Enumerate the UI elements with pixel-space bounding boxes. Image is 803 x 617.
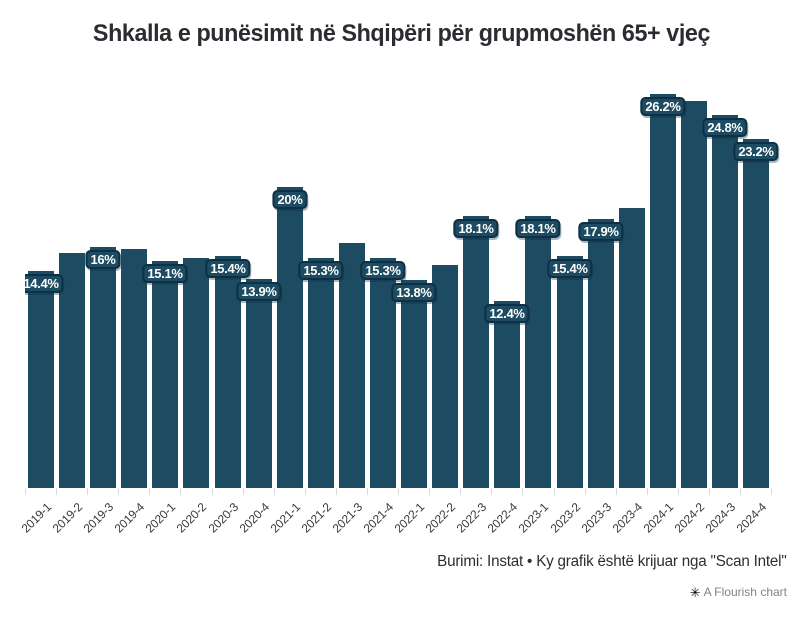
axis-tick — [149, 488, 150, 495]
bar-value-label: 15.1% — [142, 264, 188, 283]
bar-value-label: 14.4% — [25, 274, 64, 293]
axis-tick — [118, 488, 119, 495]
axis-tick — [678, 488, 679, 495]
bar[interactable]: 12.4% — [484, 301, 530, 488]
axis-tick — [336, 488, 337, 495]
bar-value-label: 18.1% — [453, 219, 499, 238]
axis-tick — [771, 488, 772, 495]
bar-value-label: 24.8% — [702, 118, 748, 137]
bar-value-label: 13.9% — [236, 282, 282, 301]
bar-value-label: 16% — [85, 250, 121, 269]
bar[interactable]: 13.8% — [391, 280, 437, 488]
bar[interactable]: 15.1% — [142, 261, 188, 488]
axis-tick — [87, 488, 88, 495]
bar[interactable] — [59, 253, 85, 488]
axis-tick — [398, 488, 399, 495]
bar-value-label: 17.9% — [578, 222, 624, 241]
source-note: Burimi: Instat • Ky grafik është krijuar… — [437, 553, 788, 570]
bar[interactable]: 18.1% — [453, 216, 499, 488]
x-axis: 2019-1 2019-2 2019-3 2019-4 2020-1 2020-2 2020… — [18, 488, 781, 548]
axis-tick — [180, 488, 181, 495]
bar-value-label: 12.4% — [484, 304, 530, 323]
bar[interactable] — [432, 265, 458, 488]
axis-tick — [709, 488, 710, 495]
bar[interactable]: 23.2% — [733, 139, 779, 488]
axis-tick — [429, 488, 430, 495]
bar[interactable] — [681, 101, 707, 488]
bar[interactable]: 14.4% — [25, 271, 64, 488]
axis-tick — [305, 488, 306, 495]
bar[interactable] — [619, 208, 645, 488]
bar[interactable]: 20% — [272, 187, 308, 488]
flourish-logo-icon: ✳ — [689, 584, 701, 600]
bar-value-label: 26.2% — [640, 97, 686, 116]
bar[interactable] — [121, 249, 147, 488]
bar-value-label: 15.4% — [205, 259, 251, 278]
bar[interactable]: 15.4% — [547, 256, 593, 488]
bar-value-label: 15.3% — [298, 261, 344, 280]
bar[interactable]: 15.3% — [298, 258, 344, 488]
bar[interactable]: 13.9% — [236, 279, 282, 488]
bar-value-label: 15.4% — [547, 259, 593, 278]
bar-value-label: 23.2% — [733, 142, 779, 161]
axis-tick — [367, 488, 368, 495]
bar-value-label: 20% — [272, 190, 308, 209]
bar[interactable]: 24.8% — [702, 115, 748, 488]
bar-value-label: 15.3% — [360, 261, 406, 280]
bar[interactable]: 26.2% — [640, 94, 686, 488]
flourish-credit-label: A Flourish chart — [703, 585, 787, 599]
axis-tick — [522, 488, 523, 495]
bar[interactable] — [339, 243, 365, 488]
axis-tick — [274, 488, 275, 495]
axis-tick — [616, 488, 617, 495]
axis-tick — [740, 488, 741, 495]
axis-tick — [25, 488, 26, 495]
axis-tick — [460, 488, 461, 495]
axis-tick — [647, 488, 648, 495]
plot-area: 14.4% 16% 15.1% 15.4% 13.9% 20% 15.3% 15.3% 13.8… — [25, 85, 781, 488]
axis-tick — [491, 488, 492, 495]
axis-tick — [212, 488, 213, 495]
bar[interactable]: 17.9% — [578, 219, 624, 488]
axis-tick — [243, 488, 244, 495]
bar[interactable]: 18.1% — [515, 216, 561, 488]
flourish-credit-link[interactable]: ✳ A Flourish chart — [690, 585, 787, 599]
bar[interactable]: 16% — [85, 247, 121, 488]
bar-value-label: 13.8% — [391, 283, 437, 302]
bar-value-label: 18.1% — [515, 219, 561, 238]
chart-title: Shkalla e punësimit në Shqipëri për grup… — [92, 20, 711, 47]
axis-tick — [554, 488, 555, 495]
axis-tick — [585, 488, 586, 495]
bar[interactable] — [183, 258, 209, 488]
axis-tick — [56, 488, 57, 495]
